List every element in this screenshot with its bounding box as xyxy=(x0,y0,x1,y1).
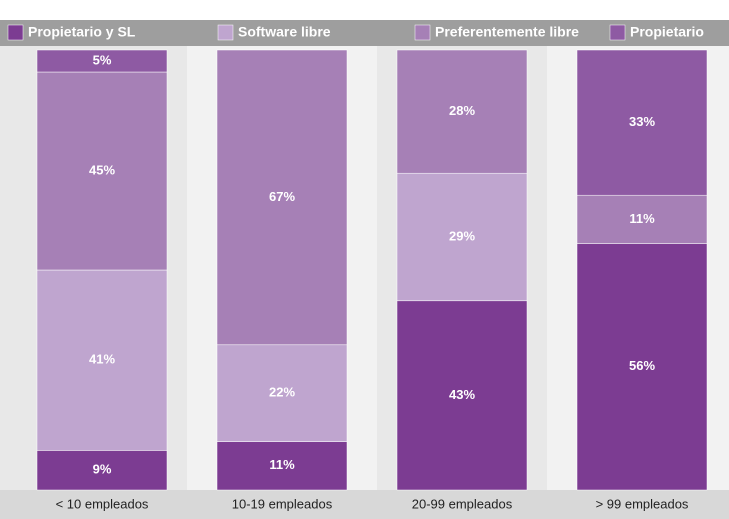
bar-segment xyxy=(576,194,708,244)
data-label: 28% xyxy=(449,103,475,118)
legend-swatch xyxy=(217,24,234,41)
data-label: 56% xyxy=(629,358,655,373)
bar-segment xyxy=(576,49,708,196)
bar-segment xyxy=(216,49,348,346)
legend-swatch xyxy=(414,24,431,41)
legend-swatch xyxy=(609,24,626,41)
bar-segment xyxy=(396,49,528,174)
data-label: 33% xyxy=(629,114,655,129)
x-tick-label: > 99 empleados xyxy=(596,496,689,511)
legend-label: Software libre xyxy=(238,24,331,40)
bar-segment xyxy=(36,269,168,451)
data-label: 41% xyxy=(89,352,115,367)
legend-band xyxy=(0,20,729,46)
bar-segment xyxy=(36,49,168,73)
data-label: 9% xyxy=(93,462,112,477)
data-label: 11% xyxy=(629,211,655,226)
bar-segment xyxy=(36,450,168,491)
legend-label: Propietario xyxy=(630,24,704,40)
bar-segment xyxy=(216,441,348,491)
data-label: 45% xyxy=(89,162,115,177)
data-label: 29% xyxy=(449,228,475,243)
category-band xyxy=(0,490,729,519)
data-label: 5% xyxy=(93,52,112,67)
x-tick-label: < 10 empleados xyxy=(56,496,149,511)
bar-segment xyxy=(396,300,528,491)
bar-segment xyxy=(396,172,528,302)
bar-segment xyxy=(216,344,348,442)
data-label: 22% xyxy=(269,385,295,400)
bar-segment xyxy=(576,243,708,491)
data-label: 67% xyxy=(269,189,295,204)
legend-swatch xyxy=(7,24,24,41)
data-label: 43% xyxy=(449,387,475,402)
legend-label: Preferentemente libre xyxy=(435,24,579,40)
data-label: 11% xyxy=(269,457,295,472)
x-tick-label: 10-19 empleados xyxy=(232,496,333,511)
x-tick-label: 20-99 empleados xyxy=(412,496,513,511)
legend-label: Propietario y SL xyxy=(28,24,136,40)
bar-segment xyxy=(36,71,168,271)
